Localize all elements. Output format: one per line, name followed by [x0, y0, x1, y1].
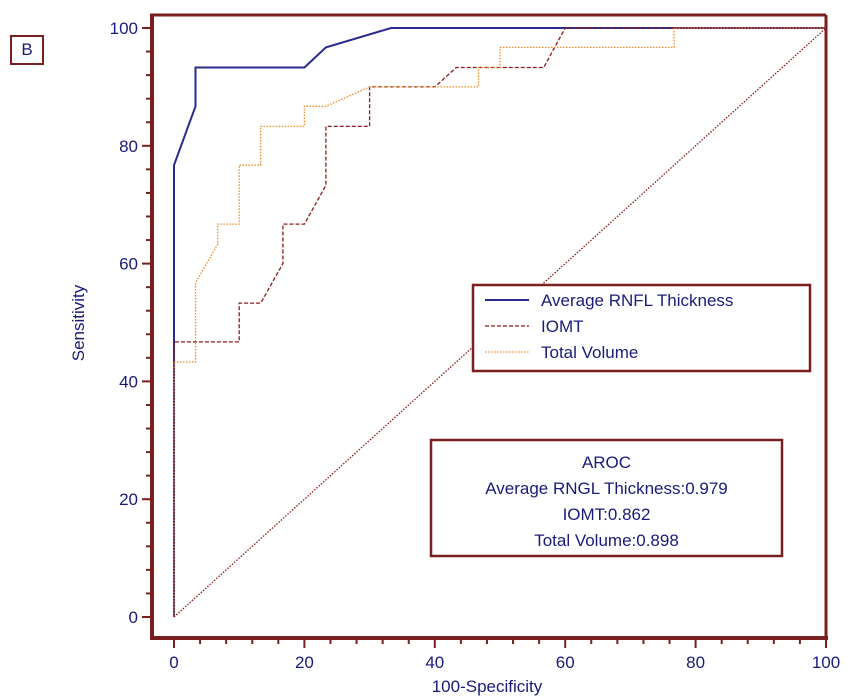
ticks: 0 20 40 60 80 100 0 20 40 60 80 100: [110, 19, 841, 672]
aroc-line: AROC: [582, 453, 631, 472]
aroc-line: IOMT:0.862: [563, 505, 651, 524]
y-tick-label: 40: [119, 372, 138, 391]
legend-box: [471, 283, 812, 373]
axes-frame: [150, 13, 828, 640]
legend: Average RNFL Thickness IOMT Total Volume: [471, 283, 812, 373]
panel-label: B: [10, 35, 44, 65]
series-line: [173, 27, 826, 617]
legend-label: Total Volume: [541, 343, 638, 362]
aroc-annotation-box: AROC Average RNGL Thickness:0.979 IOMT:0.8…: [429, 438, 784, 558]
x-tick-label: 0: [169, 653, 178, 672]
aroc-line: Average RNGL Thickness:0.979: [485, 479, 728, 498]
x-tick-label: 80: [686, 653, 705, 672]
x-axis-label: 100-Specificity: [432, 677, 543, 696]
aroc-box-frame: [429, 438, 784, 558]
x-tick-label: 100: [812, 653, 840, 672]
y-axis-label: Sensitivity: [69, 284, 88, 361]
x-tick-label: 40: [425, 653, 444, 672]
legend-label: IOMT: [541, 317, 584, 336]
y-tick-label: 100: [110, 19, 138, 38]
x-tick-label: 60: [556, 653, 575, 672]
series-line: [173, 27, 826, 617]
x-tick-label: 20: [295, 653, 314, 672]
aroc-line: Total Volume:0.898: [534, 531, 679, 550]
y-tick-label: 80: [119, 137, 138, 156]
legend-label: Average RNFL Thickness: [541, 291, 733, 310]
y-tick-label: 0: [129, 608, 138, 627]
y-tick-label: 20: [119, 490, 138, 509]
y-tick-label: 60: [119, 255, 138, 274]
